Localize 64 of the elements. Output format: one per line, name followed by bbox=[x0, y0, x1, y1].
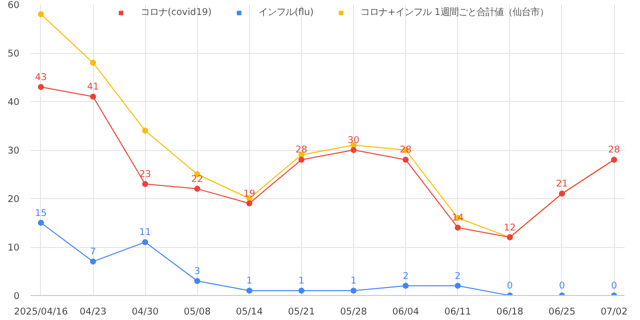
data-label: 0 bbox=[559, 280, 566, 292]
point bbox=[246, 200, 252, 206]
data-label: 7 bbox=[90, 246, 96, 258]
legend-label: コロナ+インフル 1週間ごと合計値（仙台市） bbox=[360, 6, 548, 19]
point bbox=[142, 180, 148, 187]
point bbox=[38, 11, 44, 18]
data-label: 12 bbox=[504, 222, 516, 234]
point bbox=[454, 224, 461, 231]
point bbox=[90, 94, 96, 100]
x-tick-label: 2025/04/16 bbox=[14, 306, 68, 318]
point bbox=[38, 84, 44, 90]
y-tick-label: 0 bbox=[14, 291, 20, 302]
point bbox=[38, 220, 44, 226]
data-label: 30 bbox=[348, 135, 360, 146]
data-label: 23 bbox=[139, 168, 152, 180]
data-label: 3 bbox=[194, 266, 200, 277]
y-tick-label: 10 bbox=[8, 242, 20, 254]
point bbox=[90, 60, 96, 66]
data-label: 2 bbox=[454, 270, 461, 282]
data-label: 1 bbox=[246, 276, 252, 287]
data-label: 0 bbox=[506, 280, 513, 292]
x-tick-label: 07/02 bbox=[600, 306, 628, 318]
data-label: 11 bbox=[139, 227, 152, 238]
x-tick-label: 06/11 bbox=[444, 306, 472, 318]
x-tick-label: 06/18 bbox=[496, 306, 524, 318]
point bbox=[402, 156, 409, 163]
x-tick-label: 05/08 bbox=[184, 306, 211, 318]
y-tick-label: 20 bbox=[8, 194, 20, 205]
x-tick-label: 06/25 bbox=[548, 306, 576, 318]
data-label: 1 bbox=[298, 276, 304, 287]
data-label: 28 bbox=[296, 144, 308, 156]
data-label: 22 bbox=[191, 174, 204, 185]
point bbox=[350, 147, 357, 153]
data-label: 28 bbox=[608, 144, 620, 156]
y-tick-label: 40 bbox=[8, 97, 20, 108]
data-label: 1 bbox=[350, 276, 357, 287]
x-tick-label: 05/14 bbox=[236, 306, 263, 318]
data-label: 15 bbox=[34, 208, 47, 219]
point bbox=[298, 156, 304, 163]
point bbox=[246, 288, 252, 294]
legend-label: コロナ(covid19) bbox=[140, 6, 212, 19]
point bbox=[194, 278, 200, 284]
point bbox=[298, 288, 304, 294]
point bbox=[142, 239, 148, 246]
data-label: 21 bbox=[556, 178, 568, 190]
y-tick-label: 30 bbox=[8, 146, 20, 156]
x-tick-label: 05/28 bbox=[340, 306, 368, 318]
x-tick-label: 04/23 bbox=[80, 306, 107, 318]
data-label: 43 bbox=[34, 72, 47, 83]
y-tick-label: 60 bbox=[8, 0, 20, 11]
data-label: 0 bbox=[611, 280, 618, 292]
data-label: 41 bbox=[87, 82, 100, 93]
point bbox=[402, 282, 409, 289]
point bbox=[350, 288, 357, 294]
x-tick-label: 05/21 bbox=[288, 306, 315, 318]
legend-label: インフル(flu) bbox=[258, 6, 314, 19]
point bbox=[454, 282, 461, 289]
y-tick-label: 50 bbox=[8, 48, 20, 60]
point bbox=[142, 128, 148, 134]
x-tick-label: 06/04 bbox=[392, 306, 420, 318]
data-label: 2 bbox=[402, 270, 409, 282]
x-tick-label: 04/30 bbox=[132, 306, 159, 318]
point bbox=[90, 258, 96, 265]
point bbox=[194, 186, 200, 192]
